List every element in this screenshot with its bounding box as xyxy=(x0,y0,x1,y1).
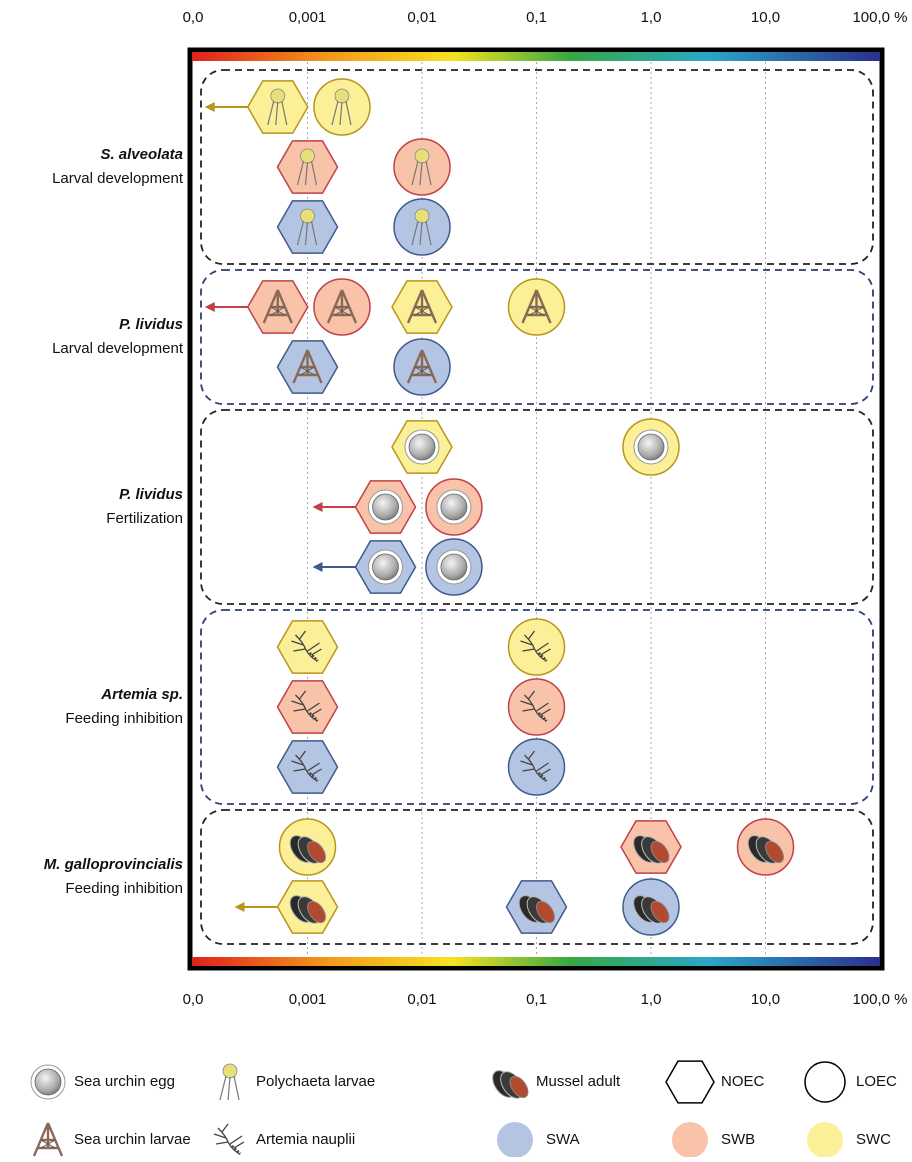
groups: S. alveolata Larval development P. lividus… xyxy=(44,70,873,944)
effect-marker xyxy=(318,541,416,593)
organism-icon xyxy=(634,430,668,464)
legend-swatch xyxy=(497,1122,533,1157)
organism-icon xyxy=(437,550,471,584)
endpoint-label: Feeding inhibition xyxy=(65,880,183,897)
x-tick-label: 10,0 xyxy=(751,991,780,1008)
legend-label: Polychaeta larvae xyxy=(256,1073,375,1090)
organism-icon xyxy=(405,430,439,464)
legend-label: SWB xyxy=(721,1131,755,1148)
effect-marker xyxy=(392,421,452,473)
x-tick-label: 0,0 xyxy=(183,991,204,1008)
species-label: Artemia sp. xyxy=(100,686,183,703)
effect-marker xyxy=(394,339,450,395)
endpoint-label: Feeding inhibition xyxy=(65,710,183,727)
legend-swatch xyxy=(672,1122,708,1157)
endpoint-label: Fertilization xyxy=(106,510,183,527)
legend-swatch xyxy=(807,1122,843,1157)
legend-icon xyxy=(31,1065,65,1099)
x-tick-label: 1,0 xyxy=(641,9,662,26)
legend-icon xyxy=(34,1123,62,1156)
effect-marker xyxy=(738,819,794,875)
chart: 0,0 0,0 0,001 0,001 0,01 0,01 0,1 0,1 1,0 1,0 10,0… xyxy=(0,0,912,1157)
effect-marker xyxy=(278,201,338,253)
effect-marker xyxy=(623,879,679,935)
organism-icon xyxy=(369,490,403,524)
effect-marker xyxy=(509,739,565,795)
legend-label: LOEC xyxy=(856,1073,897,1090)
effect-marker xyxy=(280,819,336,875)
effect-marker xyxy=(426,539,482,595)
legend-icon xyxy=(488,1067,532,1103)
effect-marker xyxy=(509,619,565,675)
effect-marker xyxy=(509,679,565,735)
species-label: S. alveolata xyxy=(100,146,183,163)
x-tick-label: 100,0 % xyxy=(852,9,907,26)
legend-icon xyxy=(666,1061,714,1103)
color-bar xyxy=(192,957,880,966)
legend-icon xyxy=(220,1064,239,1100)
x-tick-label: 0,0 xyxy=(183,9,204,26)
loec-marker xyxy=(509,679,565,735)
organism-icon xyxy=(437,490,471,524)
species-label: P. lividus xyxy=(119,486,183,503)
x-tick-label: 100,0 % xyxy=(852,991,907,1008)
effect-marker xyxy=(314,279,370,335)
legend-icon xyxy=(805,1062,845,1102)
effect-marker xyxy=(623,419,679,475)
x-tick-label: 0,1 xyxy=(526,9,547,26)
effect-marker xyxy=(278,681,338,733)
organism-icon xyxy=(369,550,403,584)
effect-marker xyxy=(210,281,308,333)
legend-label: SWC xyxy=(856,1131,891,1148)
noec-marker xyxy=(278,681,338,733)
species-label: M. galloprovincialis xyxy=(44,856,183,873)
effect-marker xyxy=(314,79,370,135)
effect-marker xyxy=(426,479,482,535)
legend-label: NOEC xyxy=(721,1073,765,1090)
endpoint-label: Larval development xyxy=(52,170,184,187)
legend: Sea urchin egg Polychaeta larvae Mussel ad… xyxy=(31,1061,897,1157)
effect-marker xyxy=(509,279,565,335)
x-tick-label: 10,0 xyxy=(751,9,780,26)
effect-marker xyxy=(278,341,338,393)
x-tick-label: 0,001 xyxy=(289,991,327,1008)
effect-marker xyxy=(318,481,416,533)
legend-label: Artemia nauplii xyxy=(256,1131,355,1148)
x-tick-label: 1,0 xyxy=(641,991,662,1008)
effect-marker xyxy=(278,141,338,193)
noec-marker xyxy=(278,741,338,793)
color-bar xyxy=(192,52,880,61)
effect-marker xyxy=(240,881,338,933)
legend-label: Sea urchin larvae xyxy=(74,1131,191,1148)
effect-marker xyxy=(392,281,452,333)
effect-marker xyxy=(278,741,338,793)
legend-label: Mussel adult xyxy=(536,1073,621,1090)
species-label: P. lividus xyxy=(119,316,183,333)
x-tick-label: 0,01 xyxy=(407,991,436,1008)
loec-marker xyxy=(509,739,565,795)
loec-marker xyxy=(509,619,565,675)
noec-marker xyxy=(278,621,338,673)
effect-marker xyxy=(621,821,681,873)
x-tick-label: 0,01 xyxy=(407,9,436,26)
legend-icon xyxy=(214,1124,244,1154)
effect-marker xyxy=(394,199,450,255)
effect-marker xyxy=(507,881,567,933)
endpoint-label: Larval development xyxy=(52,340,184,357)
legend-label: SWA xyxy=(546,1131,580,1148)
effect-marker xyxy=(278,621,338,673)
effect-marker xyxy=(394,139,450,195)
x-tick-label: 0,1 xyxy=(526,991,547,1008)
x-tick-label: 0,001 xyxy=(289,9,327,26)
legend-label: Sea urchin egg xyxy=(74,1073,175,1090)
effect-marker xyxy=(210,81,308,133)
